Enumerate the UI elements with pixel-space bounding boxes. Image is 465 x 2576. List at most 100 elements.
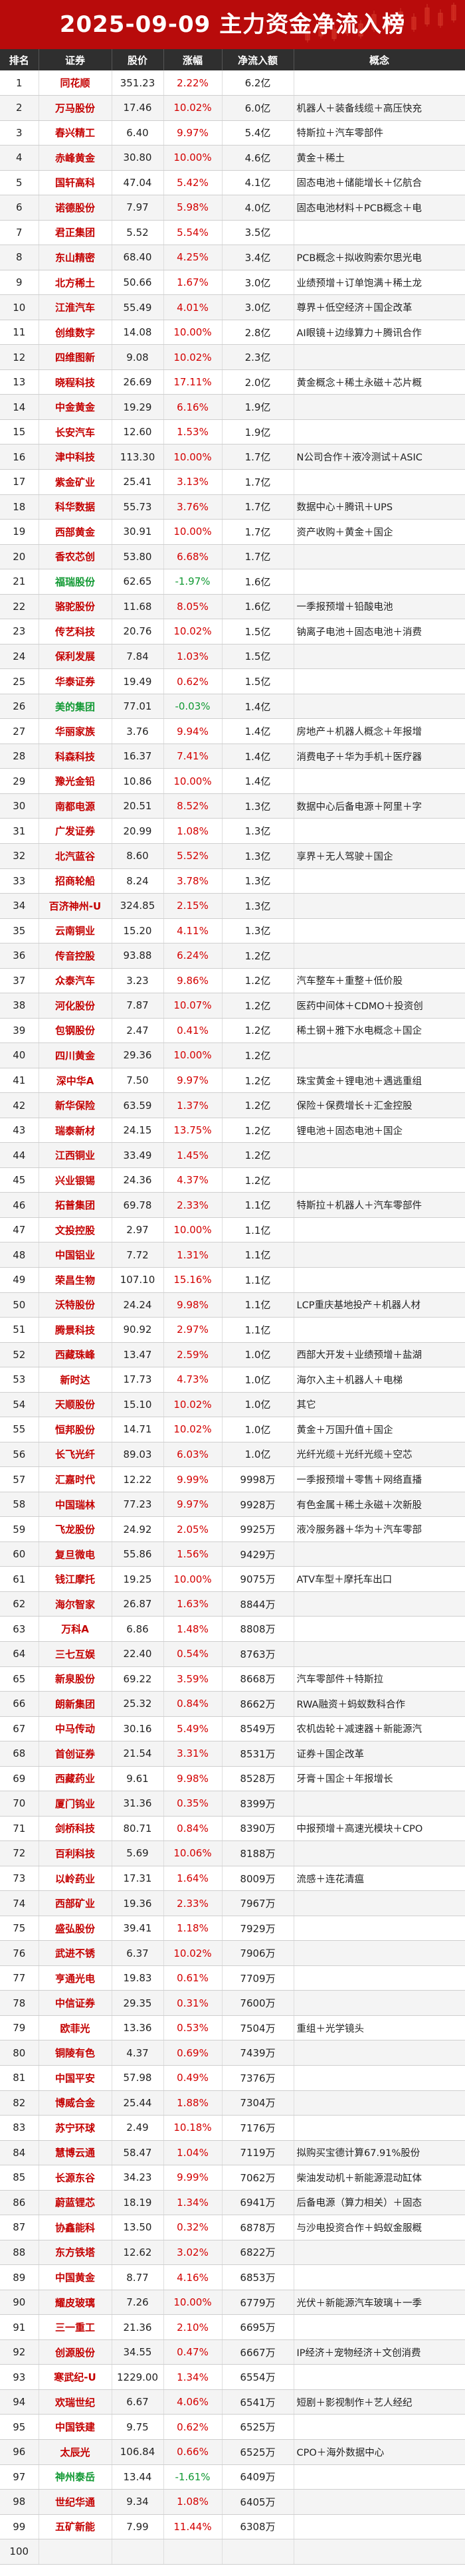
table-row[interactable]: 56 长飞光纤 89.03 6.03% 1.0亿 光纤光缆＋光纤光缆＋空芯 xyxy=(0,1442,465,1468)
table-row[interactable]: 36 传音控股 93.88 6.24% 1.2亿 xyxy=(0,943,465,969)
table-row[interactable]: 53 新时达 17.73 4.73% 1.0亿 海尔入主＋机器人＋电梯 xyxy=(0,1367,465,1393)
table-row[interactable]: 42 新华保险 63.59 1.37% 1.2亿 保险＋保费增长＋汇金控股 xyxy=(0,1092,465,1118)
table-row[interactable]: 54 天顺股份 15.10 10.02% 1.0亿 其它 xyxy=(0,1392,465,1418)
table-row[interactable]: 100 xyxy=(0,2539,465,2565)
table-row[interactable]: 97 神州泰岳 13.44 -1.61% 6409万 xyxy=(0,2464,465,2490)
table-row[interactable]: 78 中信证券 29.35 0.31% 7600万 xyxy=(0,1990,465,2016)
table-row[interactable]: 58 中国瑞林 77.23 9.97% 9928万 有色金属＋稀土永磁＋次新股 xyxy=(0,1492,465,1518)
table-row[interactable]: 2 万马股份 17.46 10.02% 6.0亿 机器人＋装备线缆＋高压快充 xyxy=(0,95,465,121)
table-row[interactable]: 33 招商轮船 8.24 3.78% 1.3亿 xyxy=(0,868,465,894)
table-row[interactable]: 84 慧博云通 58.47 1.04% 7119万 拟购买宝德计算67.91%股份 xyxy=(0,2140,465,2166)
table-row[interactable]: 82 博威合金 25.44 1.88% 7304万 xyxy=(0,2090,465,2116)
table-row[interactable]: 93 寒武纪-U 1229.00 1.34% 6554万 xyxy=(0,2364,465,2390)
table-row[interactable]: 46 拓普集团 69.78 2.33% 1.1亿 特斯拉＋机器人＋汽车零部件 xyxy=(0,1192,465,1218)
table-row[interactable]: 45 兴业银锡 24.36 4.37% 1.2亿 xyxy=(0,1167,465,1193)
table-row[interactable]: 65 新泉股份 69.22 3.59% 8668万 汽车零部件＋特斯拉 xyxy=(0,1666,465,1692)
table-row[interactable]: 47 文投控股 2.97 10.00% 1.1亿 xyxy=(0,1217,465,1243)
table-row[interactable]: 41 深中华A 7.50 9.97% 1.2亿 珠宝黄金＋锂电池＋遇逃重组 xyxy=(0,1068,465,1094)
table-row[interactable]: 31 广发证券 20.99 1.08% 1.3亿 xyxy=(0,818,465,844)
table-row[interactable]: 28 科森科技 16.37 7.41% 1.4亿 消费电子＋华为手机＋医疗器 xyxy=(0,743,465,769)
table-row[interactable]: 43 瑞泰新材 24.15 13.75% 1.2亿 锂电池＋固态电池＋国企 xyxy=(0,1118,465,1143)
table-row[interactable]: 55 恒邦股份 14.71 10.02% 1.0亿 黄金＋万国升值＋国企 xyxy=(0,1417,465,1442)
table-row[interactable]: 70 厦门钨业 31.36 0.35% 8399万 xyxy=(0,1791,465,1817)
table-row[interactable]: 5 国轩高科 47.04 5.42% 4.1亿 固态电池＋储能增长＋亿航合 xyxy=(0,170,465,196)
table-row[interactable]: 90 耀皮玻璃 7.26 10.00% 6779万 光伏＋新能源汽车玻璃＋一季 xyxy=(0,2290,465,2316)
table-row[interactable]: 3 春兴精工 6.40 9.97% 5.4亿 特斯拉＋汽车零部件 xyxy=(0,120,465,146)
table-row[interactable]: 38 河化股份 7.87 10.07% 1.2亿 医药中间体＋CDMO＋投资创 xyxy=(0,993,465,1019)
table-row[interactable]: 99 五矿新能 7.99 11.44% 6308万 xyxy=(0,2514,465,2540)
table-row[interactable]: 7 君正集团 5.52 5.54% 3.5亿 xyxy=(0,220,465,246)
table-row[interactable]: 10 江淮汽车 55.49 4.01% 3.0亿 尊界＋低空经济＋国企改革 xyxy=(0,294,465,320)
table-row[interactable]: 39 包钢股份 2.47 0.41% 1.2亿 稀土钢＋雅下水电概念＋国企 xyxy=(0,1018,465,1044)
table-row[interactable]: 74 西部矿业 19.36 2.33% 7967万 xyxy=(0,1890,465,1916)
table-row[interactable]: 85 长源东谷 34.23 9.99% 7062万 柴油发动机＋新能源混动缸体 xyxy=(0,2165,465,2191)
table-row[interactable]: 4 赤峰黄金 30.80 10.00% 4.6亿 黄金＋稀土 xyxy=(0,145,465,171)
table-row[interactable]: 50 沃特股份 24.24 9.98% 1.1亿 LCP重庆基地投产＋机器人材 xyxy=(0,1292,465,1318)
table-row[interactable]: 37 众泰汽车 3.23 9.86% 1.2亿 汽车整车＋重整＋低价股 xyxy=(0,968,465,994)
table-row[interactable]: 6 诺德股份 7.97 5.98% 4.0亿 固态电池材料＋PCB概念＋电 xyxy=(0,195,465,221)
table-row[interactable]: 34 百济神州-U 324.85 2.15% 1.3亿 xyxy=(0,893,465,919)
table-row[interactable]: 98 世纪华通 9.34 1.08% 6405万 xyxy=(0,2489,465,2515)
table-row[interactable]: 68 首创证券 21.54 3.31% 8531万 证券＋国企改革 xyxy=(0,1741,465,1767)
table-row[interactable]: 8 东山精密 68.40 4.25% 3.4亿 PCB概念＋拟收购索尔思光电 xyxy=(0,245,465,270)
table-row[interactable]: 73 以岭药业 17.31 1.64% 8009万 流感＋连花清瘟 xyxy=(0,1866,465,1892)
table-row[interactable]: 48 中国铝业 7.72 1.31% 1.1亿 xyxy=(0,1242,465,1268)
table-row[interactable]: 20 香农芯创 53.80 6.68% 1.7亿 xyxy=(0,544,465,570)
table-row[interactable]: 1 同花顺 351.23 2.22% 6.2亿 xyxy=(0,70,465,96)
table-row[interactable]: 52 西藏珠峰 13.47 2.59% 1.0亿 西部大开发＋业绩预增＋盐湖 xyxy=(0,1342,465,1368)
table-row[interactable]: 18 科华数据 55.73 3.76% 1.7亿 数据中心＋腾讯＋UPS xyxy=(0,494,465,520)
table-row[interactable]: 88 东方铁塔 12.62 3.02% 6822万 xyxy=(0,2240,465,2266)
table-row[interactable]: 23 传艺科技 20.76 10.02% 1.5亿 钠离子电池＋固态电池＋消费 xyxy=(0,619,465,644)
table-row[interactable]: 66 朗新集团 25.32 0.84% 8662万 RWA融资＋蚂蚁数科合作 xyxy=(0,1691,465,1717)
table-row[interactable]: 91 三一重工 21.36 2.10% 6695万 xyxy=(0,2314,465,2340)
table-row[interactable]: 83 苏宁环球 2.49 10.18% 7176万 xyxy=(0,2115,465,2141)
table-row[interactable]: 67 中马传动 30.16 5.49% 8549万 农机齿轮＋减速器＋新能源汽 xyxy=(0,1716,465,1742)
table-row[interactable]: 12 四维图新 9.08 10.02% 2.3亿 xyxy=(0,344,465,370)
table-row[interactable]: 80 铜陵有色 4.37 0.69% 7439万 xyxy=(0,2040,465,2066)
table-row[interactable]: 29 豫光金铅 10.86 10.00% 1.4亿 xyxy=(0,768,465,794)
table-row[interactable]: 11 创维数字 14.08 10.00% 2.8亿 AI眼镜＋边缘算力＋腾讯合作 xyxy=(0,320,465,346)
table-row[interactable]: 89 中国黄金 8.77 4.16% 6853万 xyxy=(0,2264,465,2290)
table-row[interactable]: 30 南都电源 20.51 8.52% 1.3亿 数据中心后备电源＋阿里＋字 xyxy=(0,793,465,819)
table-row[interactable]: 15 长安汽车 12.60 1.53% 1.9亿 xyxy=(0,419,465,445)
table-row[interactable]: 24 保利发展 7.84 1.03% 1.5亿 xyxy=(0,644,465,670)
table-row[interactable]: 76 武进不锈 6.37 10.02% 7906万 xyxy=(0,1940,465,1966)
table-row[interactable]: 75 盛弘股份 39.41 1.18% 7929万 xyxy=(0,1916,465,1941)
table-row[interactable]: 35 云南铜业 15.20 4.11% 1.3亿 xyxy=(0,918,465,944)
table-row[interactable]: 86 蔚蓝锂芯 18.19 1.34% 6941万 后备电源（算力相关）＋固态 xyxy=(0,2190,465,2216)
table-row[interactable]: 32 北汽蓝谷 8.60 5.52% 1.3亿 享界＋无人驾驶＋国企 xyxy=(0,843,465,869)
table-row[interactable]: 40 四川黄金 29.36 10.00% 1.2亿 xyxy=(0,1042,465,1068)
table-row[interactable]: 79 欧菲光 13.36 0.53% 7504万 重组＋光学镜头 xyxy=(0,2015,465,2041)
table-row[interactable]: 77 亨通光电 19.83 0.61% 7709万 xyxy=(0,1965,465,1991)
table-row[interactable]: 21 福瑞股份 62.65 -1.97% 1.6亿 xyxy=(0,569,465,595)
table-row[interactable]: 17 紫金矿业 25.41 3.13% 1.7亿 xyxy=(0,469,465,495)
table-row[interactable]: 63 万科A 6.86 1.48% 8808万 xyxy=(0,1616,465,1642)
table-row[interactable]: 95 中国铁建 9.75 0.62% 6525万 xyxy=(0,2414,465,2440)
table-row[interactable]: 27 华丽家族 3.76 9.94% 1.4亿 房地产＋机器人概念＋年报增 xyxy=(0,718,465,744)
table-row[interactable]: 19 西部黄金 30.91 10.00% 1.7亿 资产收购＋黄金＋国企 xyxy=(0,519,465,545)
table-row[interactable]: 87 协鑫能科 13.50 0.32% 6878万 与沙电投资合作＋蚂蚁金服概 xyxy=(0,2215,465,2240)
table-row[interactable]: 62 海尔智家 26.87 1.63% 8844万 xyxy=(0,1591,465,1617)
table-row[interactable]: 71 剑桥科技 80.71 0.84% 8390万 中报预增＋高速光模块＋CPO xyxy=(0,1816,465,1842)
table-row[interactable]: 22 骆驼股份 11.68 8.05% 1.6亿 一季报预增＋铅酸电池 xyxy=(0,594,465,620)
table-row[interactable]: 81 中国平安 57.98 0.49% 7376万 xyxy=(0,2065,465,2091)
table-row[interactable]: 9 北方稀土 50.66 1.67% 3.0亿 业绩预增＋订单饱满＋稀土龙 xyxy=(0,270,465,296)
table-row[interactable]: 64 三七互娱 22.40 0.54% 8763万 xyxy=(0,1641,465,1667)
table-row[interactable]: 16 津中科技 113.30 10.00% 1.7亿 N公司合作＋液冷测试＋ASIC xyxy=(0,444,465,470)
table-row[interactable]: 13 晓程科技 26.69 17.11% 2.0亿 黄金概念＋稀土永磁＋芯片概 xyxy=(0,369,465,395)
table-row[interactable]: 44 江西铜业 33.49 1.45% 1.2亿 xyxy=(0,1142,465,1168)
table-row[interactable]: 26 美的集团 77.01 -0.03% 1.4亿 xyxy=(0,694,465,720)
table-row[interactable]: 57 汇嘉时代 12.22 9.99% 9998万 一季报预增＋零售＋网络直播 xyxy=(0,1466,465,1492)
table-row[interactable]: 94 欢瑞世纪 6.67 4.06% 6541万 短剧＋影视制作＋艺人经纪 xyxy=(0,2389,465,2415)
table-row[interactable]: 59 飞龙股份 24.92 2.05% 9925万 液冷服务器＋华为＋汽车零部 xyxy=(0,1516,465,1542)
table-row[interactable]: 92 创源股份 34.55 0.47% 6667万 IP经济＋宠物经济＋文创消费 xyxy=(0,2339,465,2365)
table-row[interactable]: 14 中金黄金 19.29 6.16% 1.9亿 xyxy=(0,394,465,420)
table-row[interactable]: 72 百利科技 5.69 10.06% 8188万 xyxy=(0,1840,465,1866)
table-row[interactable]: 96 太辰光 106.84 0.66% 6525万 CPO＋海外数据中心 xyxy=(0,2439,465,2465)
table-row[interactable]: 25 华泰证券 19.49 0.62% 1.5亿 xyxy=(0,668,465,694)
table-row[interactable]: 51 腾景科技 90.92 2.97% 1.1亿 xyxy=(0,1317,465,1343)
table-row[interactable]: 49 荣昌生物 107.10 15.16% 1.1亿 xyxy=(0,1267,465,1293)
table-row[interactable]: 61 钱江摩托 19.25 10.00% 9075万 ATV车型＋摩托车出口 xyxy=(0,1566,465,1592)
table-row[interactable]: 60 复旦微电 55.86 1.56% 9429万 xyxy=(0,1541,465,1567)
table-row[interactable]: 69 西藏药业 9.61 9.98% 8528万 牙膏＋国企＋年报增长 xyxy=(0,1766,465,1792)
